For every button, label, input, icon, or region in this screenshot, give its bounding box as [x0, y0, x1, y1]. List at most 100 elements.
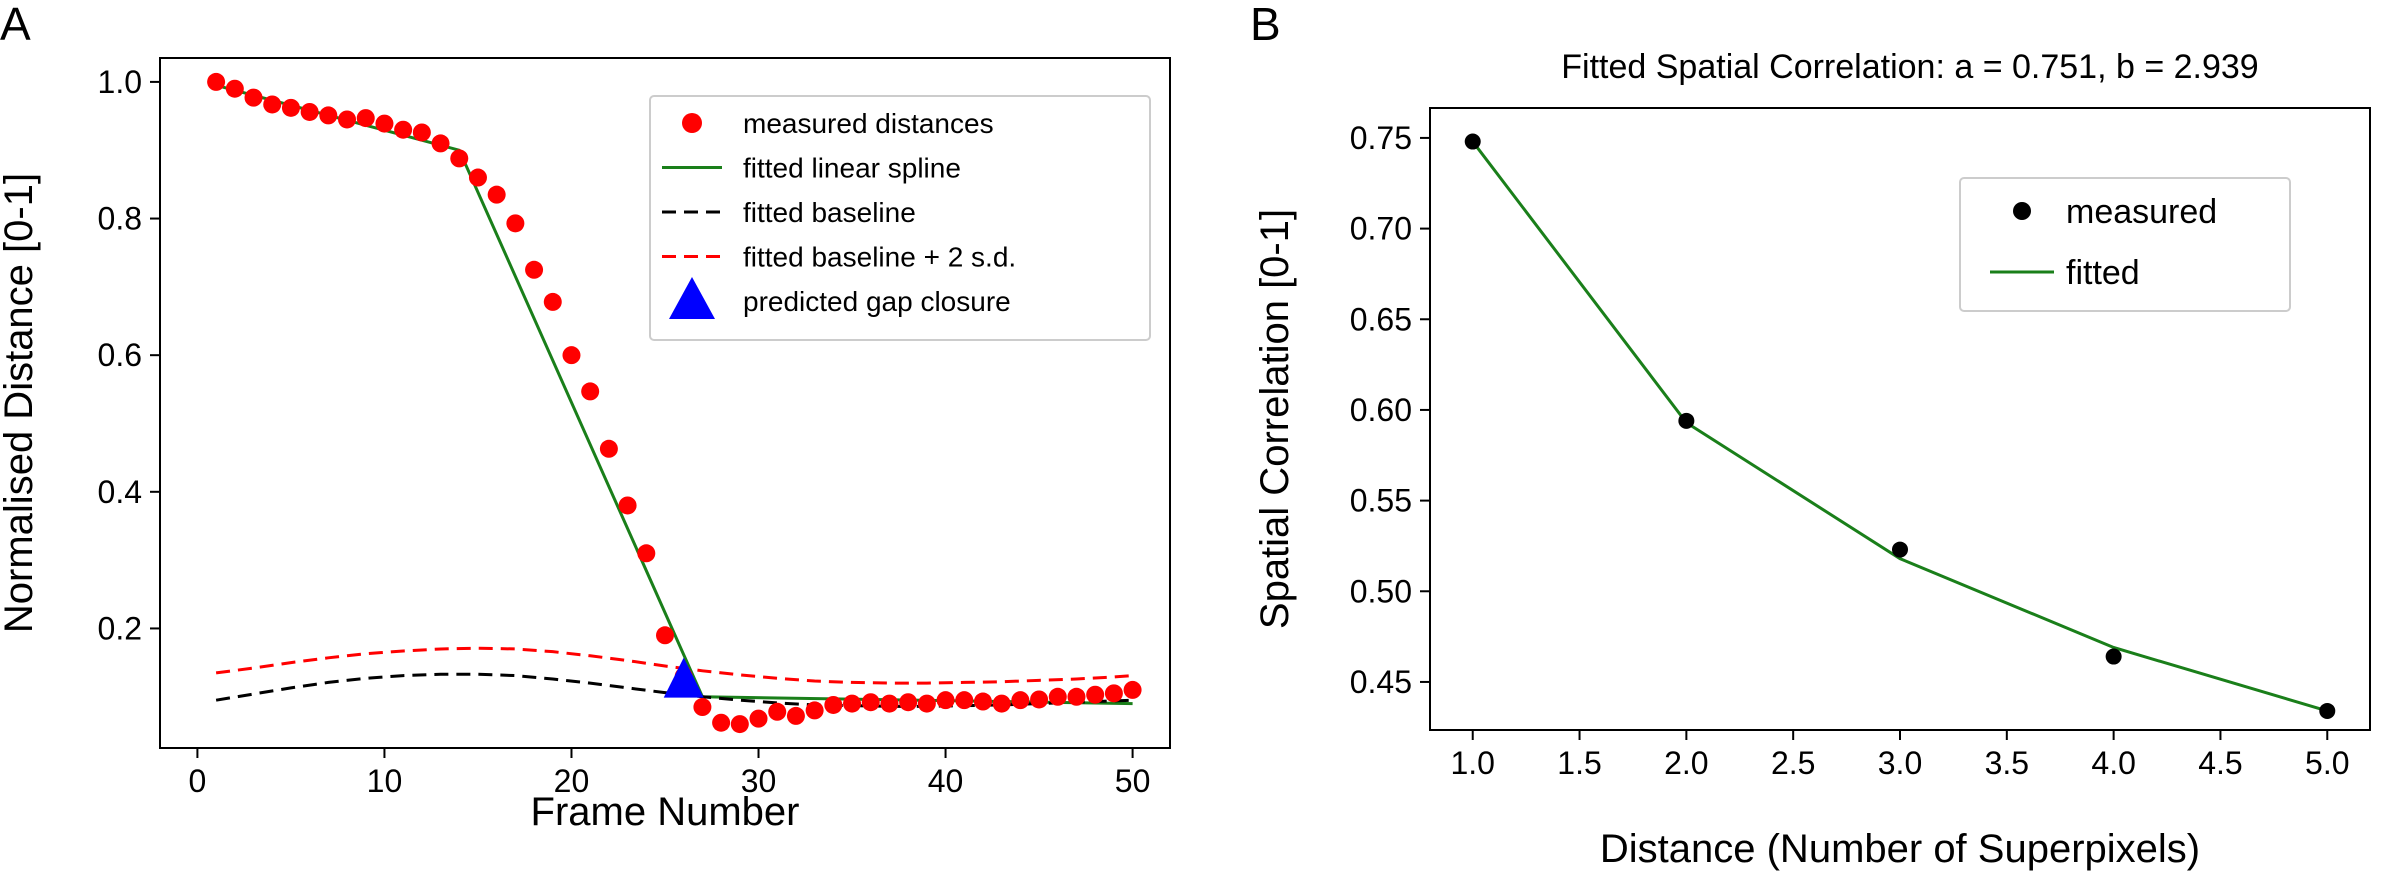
panel-b-legend: measured fitted	[1959, 177, 2291, 312]
data-point-measured-distances	[543, 292, 562, 311]
y-tick-label: 0.50	[1350, 573, 1412, 609]
panel-b-xlabel: Distance (Number of Superpixels)	[1600, 827, 2200, 871]
data-point-measured-distances	[861, 693, 880, 712]
data-point-measured-distances	[225, 79, 244, 98]
y-tick-label: 0.70	[1350, 211, 1412, 247]
legend-label-fitted: fitted	[2066, 254, 2140, 292]
panel-a-legend-frame	[649, 95, 1151, 341]
data-point-measured-distances	[786, 706, 805, 725]
marker-predicted-gap-closure	[663, 657, 704, 698]
data-point-measured-distances	[300, 102, 319, 121]
legend-swatch-measured	[2013, 202, 2031, 220]
panel-a-chart: 0 10 20 30 40 50 0.2 0.4 0.6 0.8 1.0 Frame Number…	[0, 57, 1171, 834]
x-tick-label: 20	[554, 763, 590, 799]
x-tick-label: 2.0	[1664, 745, 1708, 781]
data-point-measured	[1464, 133, 1481, 150]
legend-label-fitted-baseline-2-s-d-: fitted baseline + 2 s.d.	[743, 241, 1016, 272]
data-point-measured-distances	[917, 694, 936, 713]
y-tick-label: 0.6	[98, 337, 142, 373]
x-tick-label: 10	[367, 763, 403, 799]
data-point-measured-distances	[263, 95, 282, 114]
x-tick-label: 1.5	[1557, 745, 1601, 781]
series-line-fitted	[1471, 140, 2328, 713]
data-point-measured-distances	[749, 709, 768, 728]
data-point-measured-distances	[824, 695, 843, 714]
data-point-measured-distances	[338, 110, 357, 129]
data-point-measured	[2105, 648, 2122, 665]
series-line-fitted-linear-spline	[215, 83, 1133, 706]
data-point-measured-distances	[468, 168, 487, 187]
panel-a-legend: measured distances fitted linear spline fi…	[649, 95, 1151, 341]
x-tick-label: 0	[189, 763, 207, 799]
panel-a-ylabel: Normalised Distance [0-1]	[0, 173, 41, 633]
data-point-measured-distances	[506, 214, 525, 233]
data-point-measured-distances	[712, 713, 731, 732]
y-tick-label: 1.0	[98, 64, 142, 100]
data-point-measured-distances	[562, 346, 581, 365]
panel-b-label: B	[1250, 0, 1281, 50]
data-point-measured-distances	[730, 715, 749, 734]
data-point-measured	[1678, 412, 1695, 429]
data-point-measured-distances	[1123, 680, 1142, 699]
x-tick-label: 30	[741, 763, 777, 799]
x-tick-label: 3.5	[1985, 745, 2029, 781]
data-point-measured-distances	[599, 439, 618, 458]
y-tick-label: 0.55	[1350, 483, 1412, 519]
data-point-measured-distances	[693, 698, 712, 717]
y-tick-label: 0.75	[1350, 120, 1412, 156]
data-point-measured-distances	[1086, 685, 1105, 704]
data-point-measured-distances	[319, 106, 338, 125]
legend-swatch-predicted-gap-closure	[669, 277, 715, 319]
data-point-measured-distances	[656, 626, 674, 645]
data-point-measured-distances	[899, 693, 918, 712]
x-tick-label: 4.0	[2091, 745, 2135, 781]
data-point-measured-distances	[805, 701, 824, 720]
data-point-measured-distances	[1030, 690, 1049, 709]
data-point-measured-distances	[394, 120, 413, 139]
panel-b-ylabel: Spatial Correlation [0-1]	[1253, 209, 1297, 629]
data-point-measured-distances	[375, 114, 394, 133]
data-point-measured-distances	[1104, 684, 1123, 703]
data-point-measured-distances	[244, 88, 263, 107]
y-tick-label: 0.60	[1350, 392, 1412, 428]
data-point-measured-distances	[936, 691, 955, 710]
y-tick-label: 0.2	[98, 610, 142, 646]
panel-a-xlabel: Frame Number	[531, 790, 800, 834]
x-tick-label: 1.0	[1450, 745, 1494, 781]
data-point-measured-distances	[1011, 691, 1030, 710]
data-point-measured-distances	[1048, 687, 1067, 706]
panel-b-series	[1464, 133, 2336, 719]
legend-label-predicted-gap-closure: predicted gap closure	[743, 286, 1011, 317]
x-tick-label: 50	[1115, 763, 1151, 799]
data-point-measured-distances	[207, 72, 226, 91]
x-tick-label: 40	[928, 763, 964, 799]
data-point-measured-distances	[880, 694, 899, 713]
data-point-measured	[1892, 541, 1908, 558]
data-point-measured-distances	[487, 185, 506, 204]
legend-label-measured-distances: measured distances	[743, 108, 994, 139]
data-point-measured-distances	[412, 123, 431, 142]
data-point-measured-distances	[525, 260, 544, 279]
data-point-measured-distances	[955, 691, 974, 710]
panel-a-x-axis: 0 10 20 30 40 50	[189, 748, 1151, 799]
data-point-measured-distances	[581, 382, 600, 401]
panel-b-x-axis: 1.0 1.5 2.0 2.5 3.0 3.5 4.0 4.5 5.0	[1450, 730, 2350, 781]
data-point-measured-distances	[431, 134, 450, 153]
legend-label-measured: measured	[2066, 193, 2217, 231]
x-tick-label: 3.0	[1878, 745, 1922, 781]
y-tick-label: 0.8	[98, 201, 142, 237]
panel-b-chart: Fitted Spatial Correlation: a = 0.751, b…	[1253, 48, 2371, 871]
data-point-measured-distances	[768, 702, 787, 721]
x-tick-label: 2.5	[1771, 745, 1815, 781]
data-point-measured-distances	[637, 544, 656, 563]
data-point-measured-distances	[973, 692, 992, 711]
x-tick-label: 4.5	[2198, 745, 2242, 781]
legend-swatch-measured-distances	[682, 113, 702, 133]
legend-label-fitted-baseline: fitted baseline	[743, 197, 916, 228]
panel-a-plot-frame	[159, 57, 1171, 749]
data-point-measured-distances	[992, 694, 1011, 713]
y-tick-label: 0.45	[1350, 664, 1412, 700]
data-point-measured-distances	[356, 109, 375, 128]
y-tick-label: 0.65	[1350, 301, 1412, 337]
